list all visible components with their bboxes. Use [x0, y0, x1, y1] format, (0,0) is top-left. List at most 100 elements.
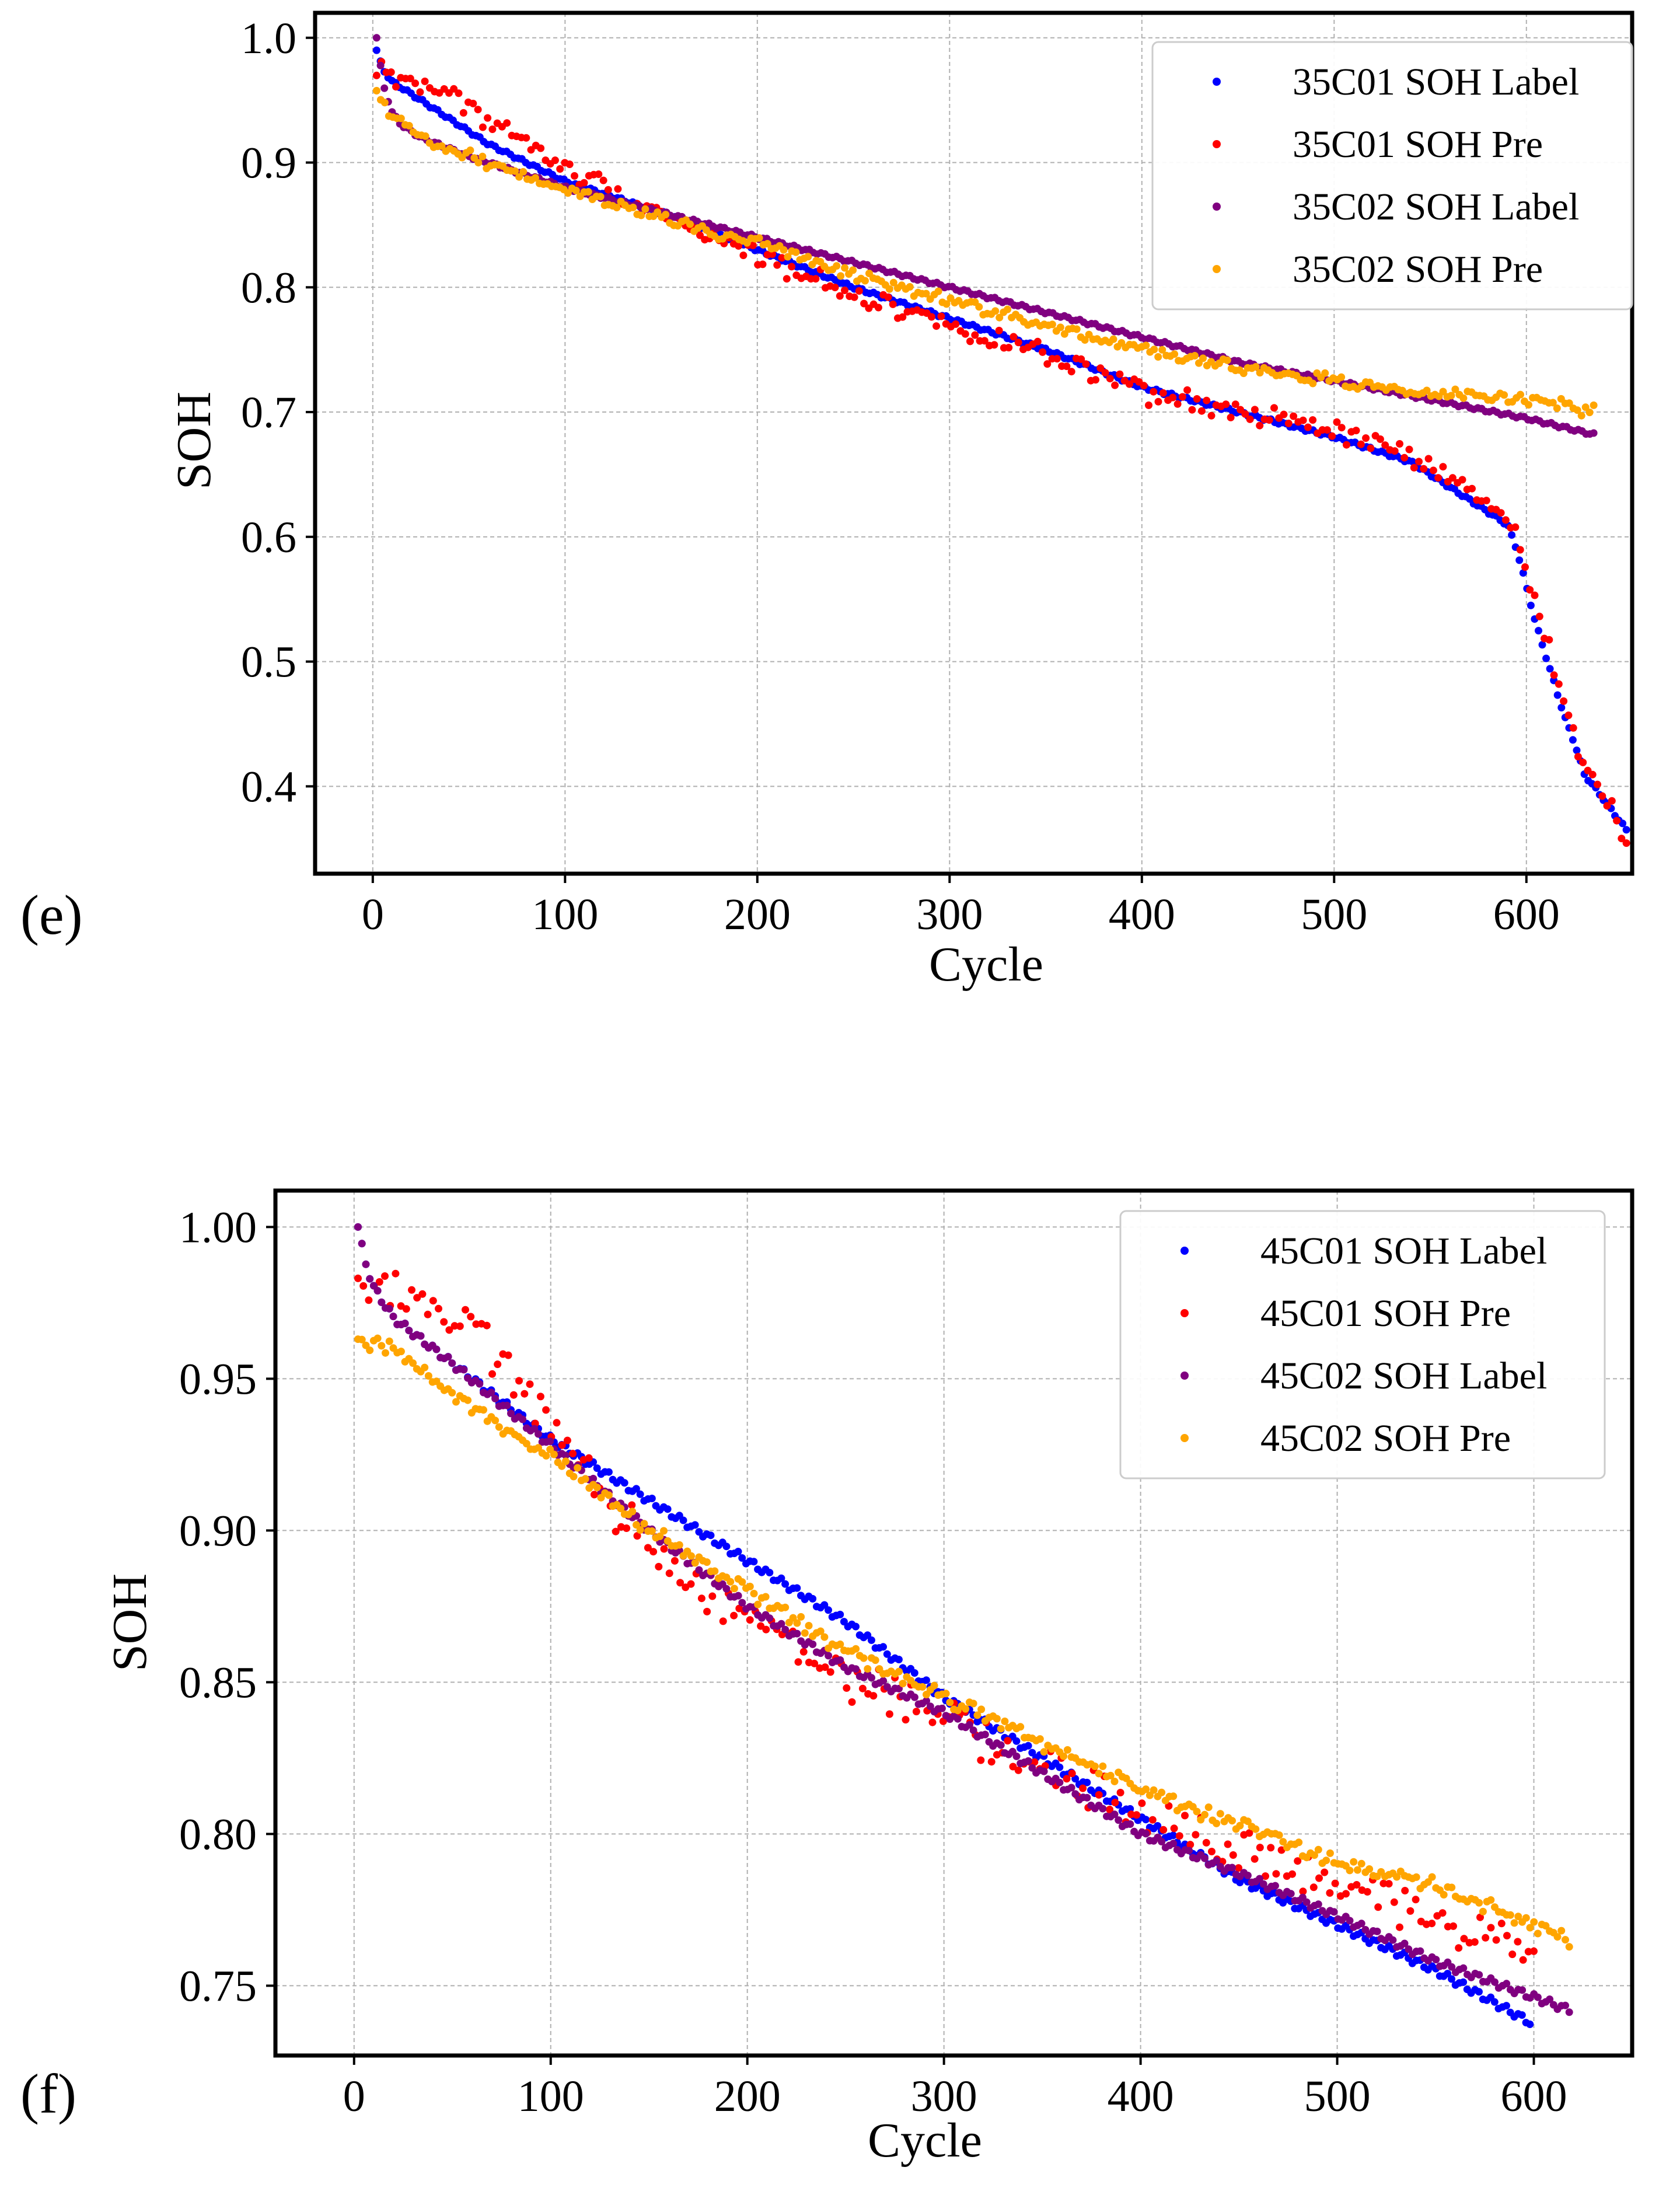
point-45c02-soh-label — [1099, 1805, 1107, 1813]
point-45c02-soh-label — [503, 1401, 511, 1409]
legend-label-45c02-pre: 45C02 SOH Pre — [1260, 1417, 1511, 1460]
point-45c02-soh-label — [405, 1327, 413, 1335]
point-45c01-soh-label — [1526, 2020, 1534, 2028]
panel-e-x-tick-label: 600 — [1493, 890, 1560, 939]
point-45c01-soh-pre — [381, 1272, 389, 1280]
point-45c01-soh-label — [1083, 1778, 1091, 1786]
point-45c01-soh-label — [910, 1669, 918, 1677]
point-45c01-soh-pre — [1256, 1844, 1264, 1852]
panel-f-x-tick-label: 0 — [343, 2072, 365, 2121]
point-35c01-soh-pre — [1328, 432, 1336, 440]
point-35c02-soh-pre — [784, 253, 792, 261]
point-35c02-soh-pre — [596, 193, 605, 201]
point-45c02-soh-label — [1373, 1927, 1381, 1935]
panel-e-x-tick-label: 300 — [916, 890, 983, 939]
point-45c02-soh-label — [460, 1366, 468, 1374]
point-45c01-soh-pre — [902, 1716, 910, 1724]
point-45c02-soh-pre — [977, 1705, 986, 1714]
point-35c01-soh-pre — [778, 254, 786, 262]
point-45c01-soh-pre — [623, 1524, 631, 1532]
point-45c02-soh-pre — [1365, 1865, 1374, 1873]
panel-f-y-tick-label: 0.95 — [179, 1355, 257, 1404]
point-45c02-soh-label — [354, 1223, 362, 1231]
point-45c02-soh-pre — [366, 1346, 374, 1355]
point-35c01-soh-pre — [1396, 440, 1403, 448]
point-35c01-soh-pre — [421, 77, 429, 85]
point-45c02-soh-label — [1259, 1880, 1267, 1888]
point-45c01-soh-pre — [660, 1545, 668, 1553]
point-35c02-soh-pre — [833, 262, 841, 270]
point-35c01-soh-pre — [1424, 455, 1433, 463]
point-35c01-soh-pre — [527, 146, 535, 154]
legend-marker-45c01-pre — [1180, 1309, 1189, 1317]
point-35c01-soh-pre — [1290, 412, 1298, 420]
point-45c02-soh-pre — [1526, 1924, 1534, 1932]
point-45c02-soh-pre — [1244, 1817, 1252, 1826]
panel-e-y-tick-label: 0.8 — [241, 263, 296, 312]
point-35c02-soh-pre — [1451, 385, 1459, 393]
point-35c02-soh-pre — [837, 272, 845, 280]
point-45c01-soh-pre — [585, 1454, 593, 1462]
point-45c01-soh-label — [1142, 1816, 1150, 1824]
point-35c01-soh-pre — [580, 179, 588, 187]
point-35c02-soh-pre — [1199, 354, 1207, 362]
point-45c01-soh-label — [777, 1574, 785, 1582]
point-45c02-soh-pre — [1440, 1891, 1448, 1899]
point-45c02-soh-pre — [864, 1665, 872, 1673]
panel-f-x-tick-label: 100 — [518, 2072, 584, 2121]
panel-f-tick-labels: 0 100 200 300 400 500 600 0.75 0.80 0.85 0.90 0.95 1… — [179, 1203, 1567, 2121]
point-35c02-soh-pre — [1500, 391, 1508, 399]
point-45c02-soh-label — [546, 1437, 554, 1446]
point-45c02-soh-pre — [1322, 1856, 1330, 1865]
point-35c01-soh-pre — [1014, 338, 1022, 347]
point-35c01-soh-pre — [1400, 453, 1409, 462]
point-45c02-soh-label — [926, 1702, 934, 1711]
point-35c01-soh-pre — [1410, 463, 1418, 472]
point-45c02-soh-label — [507, 1409, 515, 1418]
point-35c01-soh-pre — [735, 242, 743, 250]
point-35c02-soh-pre — [975, 303, 983, 311]
point-35c01-soh-label — [1519, 569, 1527, 577]
point-45c01-soh-pre — [1309, 1883, 1318, 1892]
point-35c02-soh-pre — [1459, 394, 1468, 402]
point-45c01-soh-label — [707, 1531, 715, 1540]
point-35c01-soh-pre — [1309, 416, 1317, 424]
point-45c02-soh-pre — [373, 1334, 382, 1342]
point-35c01-soh-pre — [459, 109, 467, 117]
point-35c01-soh-pre — [1067, 368, 1075, 376]
point-45c02-soh-pre — [421, 1363, 429, 1372]
point-45c02-soh-pre — [464, 1396, 472, 1404]
point-35c01-soh-pre — [372, 71, 380, 79]
point-45c01-soh-pre — [1186, 1841, 1194, 1849]
point-35c01-soh-pre — [1280, 410, 1288, 418]
point-45c02-soh-pre — [1197, 1816, 1205, 1824]
point-45c01-soh-label — [738, 1554, 746, 1562]
panel-e-y-tick-label: 0.5 — [241, 638, 296, 687]
point-45c02-soh-pre — [1122, 1774, 1130, 1782]
point-35c01-soh-pre — [1608, 797, 1616, 805]
point-45c02-soh-label — [362, 1260, 370, 1268]
point-45c01-soh-label — [679, 1516, 687, 1524]
point-35c02-soh-pre — [792, 248, 800, 256]
point-45c01-soh-pre — [1508, 1950, 1517, 1959]
point-45c01-soh-pre — [456, 1322, 464, 1330]
panel-f-y-tick-label: 0.85 — [179, 1658, 257, 1707]
point-45c01-soh-pre — [1235, 1864, 1242, 1872]
point-35c01-soh-pre — [1337, 424, 1346, 432]
point-45c02-soh-label — [1562, 2001, 1569, 2009]
point-45c02-soh-pre — [962, 1705, 970, 1713]
point-45c01-soh-pre — [1170, 1824, 1178, 1833]
point-45c02-soh-label — [389, 1313, 397, 1321]
point-35c01-soh-pre — [1140, 382, 1148, 390]
point-45c02-soh-label — [1475, 1971, 1483, 1979]
point-35c01-soh-pre — [971, 331, 979, 339]
point-35c01-soh-pre — [1468, 484, 1476, 493]
point-45c01-soh-pre — [843, 1684, 851, 1692]
point-45c02-soh-label — [476, 1380, 484, 1388]
point-35c02-soh-pre — [991, 307, 1000, 315]
point-45c01-soh-label — [836, 1610, 844, 1618]
point-45c01-soh-pre — [1438, 1909, 1447, 1917]
point-35c01-soh-pre — [595, 170, 603, 178]
point-45c02-soh-pre — [793, 1619, 801, 1627]
point-45c01-soh-pre — [1288, 1870, 1296, 1878]
